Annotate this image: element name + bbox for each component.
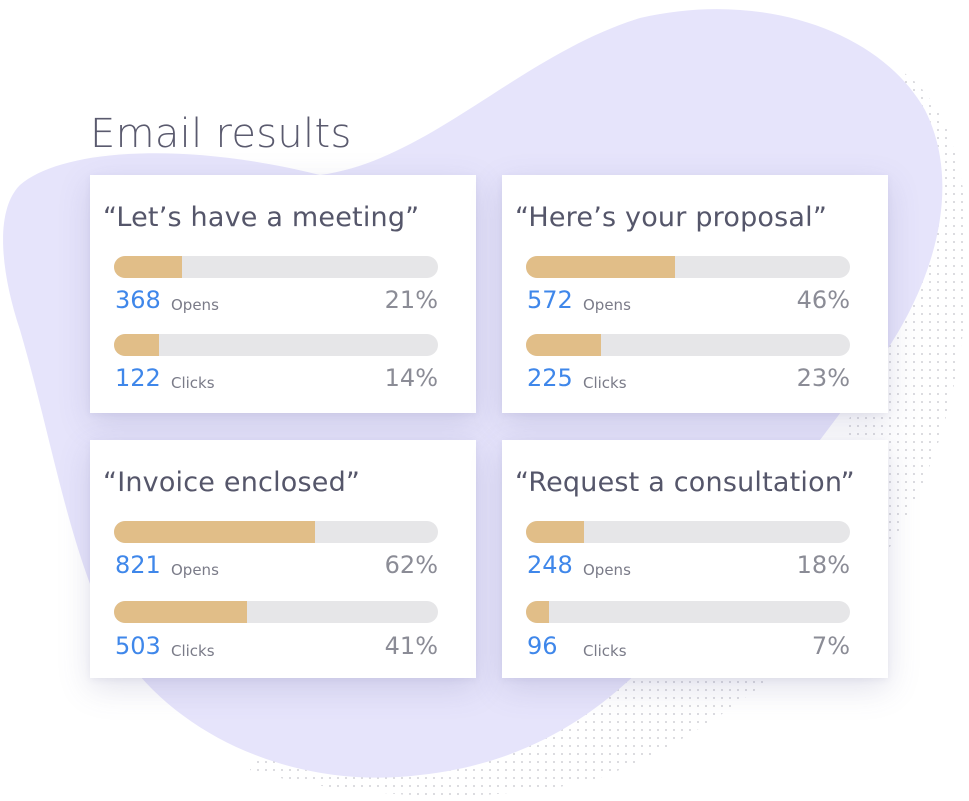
clicks-count: 503	[115, 632, 161, 660]
clicks-count: 225	[527, 364, 573, 392]
opens-percent: 62%	[384, 551, 438, 579]
clicks-progress-bar	[114, 601, 438, 623]
card-title: “Invoice enclosed”	[103, 467, 361, 498]
card-title: “Here’s your proposal”	[515, 202, 828, 233]
opens-label: Opens	[171, 296, 219, 314]
clicks-progress-bar	[526, 334, 850, 356]
opens-progress-fill	[526, 256, 676, 278]
clicks-progress-fill	[114, 334, 160, 356]
clicks-progress-fill	[526, 334, 601, 356]
opens-label: Opens	[583, 561, 631, 579]
opens-percent: 21%	[384, 286, 438, 314]
email-card-consultation[interactable]: “Request a consultation” 248 Opens 18% 9…	[502, 440, 888, 678]
email-card-invoice[interactable]: “Invoice enclosed” 821 Opens 62% 503 Cli…	[90, 440, 476, 678]
clicks-label: Clicks	[171, 374, 215, 392]
card-title: “Request a consultation”	[515, 467, 855, 498]
email-card-meeting[interactable]: “Let’s have a meeting” 368 Opens 21% 122…	[90, 175, 476, 413]
clicks-label: Clicks	[171, 642, 215, 660]
page-title: Email results	[90, 111, 352, 157]
opens-count: 821	[115, 551, 161, 579]
clicks-percent: 41%	[384, 632, 438, 660]
opens-percent: 46%	[796, 286, 850, 314]
clicks-progress-bar	[526, 601, 850, 623]
clicks-percent: 14%	[384, 364, 438, 392]
opens-percent: 18%	[796, 551, 850, 579]
opens-progress-fill	[526, 521, 585, 543]
clicks-label: Clicks	[583, 374, 627, 392]
opens-label: Opens	[583, 296, 631, 314]
opens-count: 368	[115, 286, 161, 314]
clicks-percent: 23%	[796, 364, 850, 392]
clicks-count: 122	[115, 364, 161, 392]
opens-count: 248	[527, 551, 573, 579]
email-card-proposal[interactable]: “Here’s your proposal” 572 Opens 46% 225…	[502, 175, 888, 413]
clicks-progress-bar	[114, 334, 438, 356]
clicks-label: Clicks	[583, 642, 627, 660]
opens-count: 572	[527, 286, 573, 314]
opens-progress-fill	[114, 256, 183, 278]
clicks-progress-fill	[526, 601, 549, 623]
opens-label: Opens	[171, 561, 219, 579]
opens-progress-bar	[114, 521, 438, 543]
card-title: “Let’s have a meeting”	[103, 202, 420, 233]
clicks-count: 96	[527, 632, 558, 660]
opens-progress-bar	[526, 521, 850, 543]
opens-progress-fill	[114, 521, 315, 543]
clicks-percent: 7%	[811, 632, 850, 660]
opens-progress-bar	[526, 256, 850, 278]
opens-progress-bar	[114, 256, 438, 278]
clicks-progress-fill	[114, 601, 247, 623]
